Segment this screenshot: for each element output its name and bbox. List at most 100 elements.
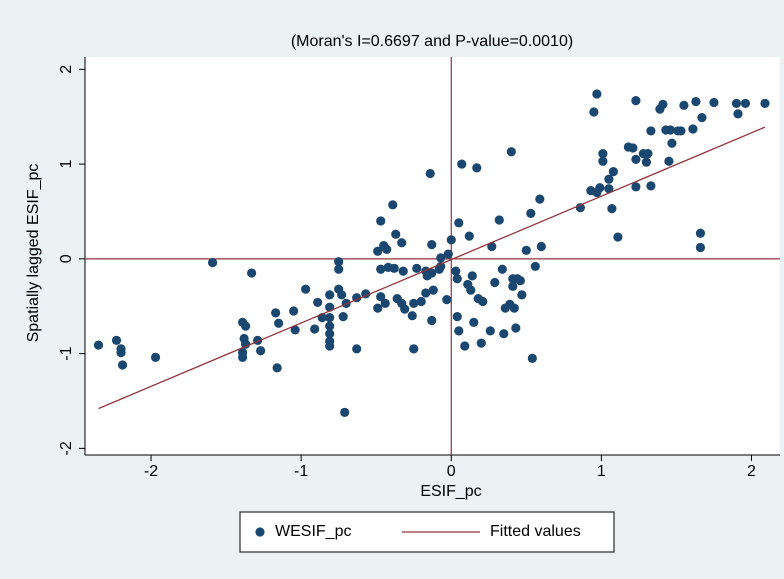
data-point [334, 264, 344, 274]
data-point [679, 100, 689, 110]
data-point [604, 184, 614, 194]
data-point [338, 312, 348, 322]
data-point [452, 312, 462, 322]
data-point [641, 157, 652, 167]
data-point [256, 346, 266, 356]
data-point [589, 107, 599, 117]
data-point [436, 253, 446, 263]
data-point [352, 344, 362, 354]
data-point [443, 249, 453, 259]
data-point [515, 276, 525, 286]
data-point [334, 257, 344, 267]
data-point [382, 244, 392, 254]
data-point [490, 277, 500, 288]
data-point [613, 232, 623, 242]
data-point [497, 264, 507, 274]
data-point [289, 306, 299, 316]
data-point [389, 263, 399, 273]
data-point [398, 266, 408, 276]
legend-marker [255, 527, 265, 537]
data-point [313, 297, 323, 308]
data-point [476, 338, 486, 348]
data-point [150, 352, 161, 362]
data-point [400, 304, 410, 314]
data-point [631, 95, 641, 106]
y-tick-label: 2 [58, 65, 75, 74]
data-point [592, 89, 602, 99]
x-tick-label: 1 [597, 463, 606, 480]
data-point [464, 231, 474, 241]
data-point [485, 326, 495, 336]
data-point [517, 290, 527, 300]
data-point [665, 125, 676, 135]
data-point [695, 228, 706, 238]
data-point [631, 154, 641, 164]
y-tick-label: 1 [58, 160, 75, 169]
data-point [494, 215, 504, 225]
data-point [340, 407, 350, 417]
data-point [247, 268, 257, 278]
data-point [409, 298, 419, 308]
data-point [691, 96, 701, 107]
data-point [466, 285, 476, 295]
data-point [451, 266, 461, 276]
data-point [628, 143, 638, 153]
data-point [391, 229, 401, 239]
data-point [436, 261, 446, 272]
data-point [469, 317, 479, 327]
data-point [499, 329, 509, 339]
data-point [446, 235, 456, 245]
data-point [376, 292, 386, 302]
data-point [521, 245, 531, 255]
data-point [607, 204, 617, 214]
data-point [608, 167, 618, 177]
data-point [731, 98, 742, 109]
data-point [325, 341, 335, 351]
data-point [760, 98, 770, 109]
y-tick-label: -1 [58, 346, 75, 360]
data-point [688, 124, 698, 134]
data-point [508, 281, 518, 291]
data-point [373, 246, 383, 256]
data-point [274, 318, 284, 328]
x-tick-label: 2 [747, 463, 756, 480]
data-point [536, 241, 546, 252]
data-point [425, 168, 435, 179]
y-tick-label: -2 [58, 441, 75, 455]
data-point [526, 208, 536, 218]
data-point [388, 200, 398, 210]
data-point [527, 353, 537, 363]
data-point [241, 321, 251, 331]
x-tick-label: -2 [144, 463, 158, 480]
data-point [506, 147, 516, 157]
data-point [376, 216, 386, 226]
x-axis-title: ESIF_pc [420, 483, 481, 500]
data-point [207, 258, 218, 268]
data-point [325, 321, 335, 331]
data-point [535, 194, 545, 204]
data-point [427, 240, 437, 250]
data-point [337, 290, 347, 300]
x-tick-label: -1 [294, 463, 308, 480]
y-axis-title: Spatially lagged ESIF_pc [25, 164, 42, 343]
data-point [407, 311, 417, 321]
data-point [530, 261, 540, 272]
data-point [709, 97, 719, 108]
data-point [460, 341, 470, 351]
data-point [409, 344, 419, 354]
data-point [428, 285, 438, 295]
data-point [676, 126, 686, 136]
data-point [604, 174, 614, 184]
data-point [658, 99, 668, 109]
x-tick-label: 0 [447, 463, 456, 480]
data-point [111, 335, 122, 345]
y-tick-label: 0 [58, 254, 75, 263]
data-point [487, 241, 497, 252]
data-point [325, 290, 335, 300]
data-point [631, 182, 641, 192]
data-point [416, 296, 426, 307]
data-point [301, 284, 311, 294]
data-point [325, 312, 335, 323]
data-point [427, 268, 437, 278]
data-point [643, 149, 653, 159]
